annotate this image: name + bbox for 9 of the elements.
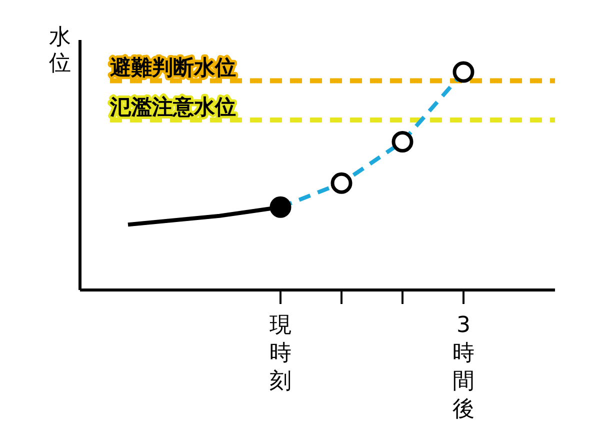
point [392,131,414,153]
point [270,196,292,218]
y-axis-title: 水位 [49,25,71,76]
ref-line-label: 氾濫注意水位 [109,94,236,119]
x-tick-label: 現時刻 [270,313,292,394]
point [452,61,474,83]
point [330,172,352,194]
ref-line-label: 避難判断水位 [110,56,236,80]
x-tick-label: 3時間後 [452,313,474,422]
